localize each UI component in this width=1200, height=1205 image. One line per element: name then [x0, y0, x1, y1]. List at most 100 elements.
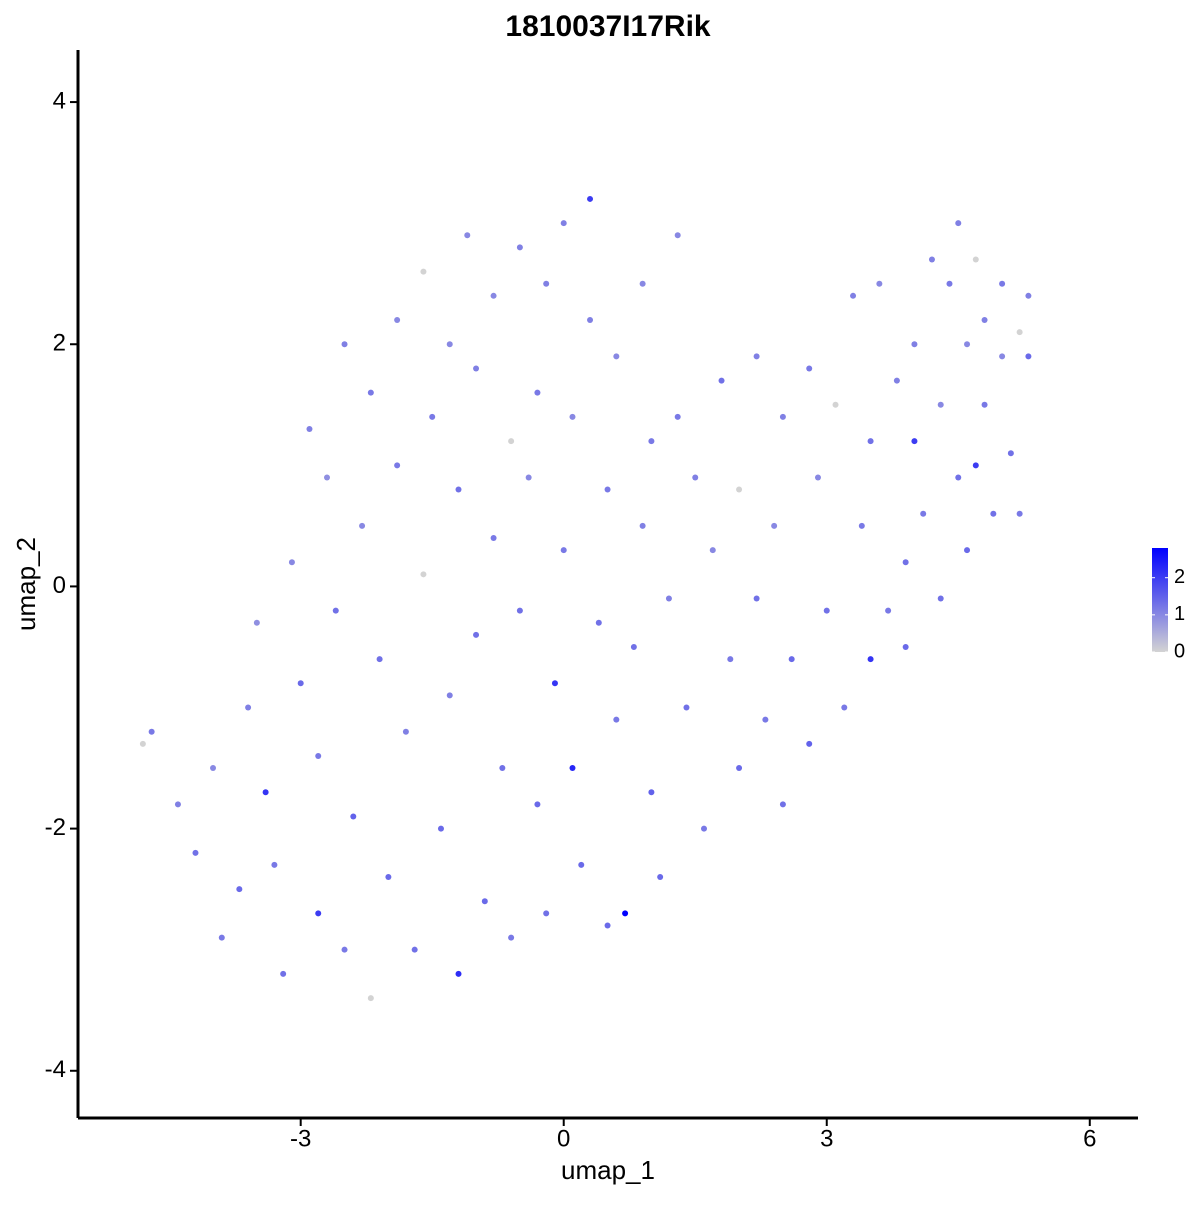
- cell-point: [394, 462, 401, 469]
- cell-point: [367, 389, 374, 396]
- cell-point: [867, 438, 874, 445]
- cell-point: [911, 341, 918, 348]
- cell-point: [543, 910, 550, 917]
- cell-point: [508, 438, 515, 445]
- cell-point: [613, 353, 620, 360]
- cell-point: [937, 401, 944, 408]
- cell-point: [779, 413, 786, 420]
- y-tick-label: 0: [53, 572, 66, 599]
- x-tick-label: 3: [820, 1125, 833, 1152]
- cell-point: [1016, 510, 1023, 517]
- cell-point: [639, 522, 646, 529]
- cell-point: [595, 619, 602, 626]
- cell-point: [665, 595, 672, 602]
- cell-point: [762, 716, 769, 723]
- cell-point: [779, 801, 786, 808]
- y-tick-label: 4: [53, 87, 66, 114]
- cell-point: [551, 680, 558, 687]
- cell-point: [701, 825, 708, 832]
- cell-point: [788, 656, 795, 663]
- cell-point: [972, 256, 979, 263]
- y-tick-label: 2: [53, 330, 66, 357]
- cell-point: [613, 716, 620, 723]
- cell-point: [648, 789, 655, 796]
- cell-point: [858, 522, 865, 529]
- cell-point: [499, 765, 506, 772]
- cell-point: [350, 813, 357, 820]
- cell-point: [964, 547, 971, 554]
- cell-point: [210, 765, 217, 772]
- cell-point: [516, 244, 523, 251]
- cell-point: [543, 280, 550, 287]
- cell-point: [367, 995, 374, 1002]
- cell-point: [569, 765, 576, 772]
- cell-point: [271, 861, 278, 868]
- y-tick-label: -4: [45, 1056, 66, 1083]
- cell-point: [218, 934, 225, 941]
- cell-point: [902, 559, 909, 566]
- color-tick-label: 1: [1174, 603, 1185, 625]
- color-tick-label: 0: [1174, 640, 1185, 662]
- cell-point: [288, 559, 295, 566]
- y-tick-label: -2: [45, 814, 66, 841]
- cell-point: [508, 934, 515, 941]
- cell-point: [850, 292, 857, 299]
- cell-point: [1016, 329, 1023, 336]
- cell-point: [174, 801, 181, 808]
- cell-point: [569, 413, 576, 420]
- cell-point: [473, 365, 480, 372]
- cell-point: [674, 232, 681, 239]
- cell-point: [718, 377, 725, 384]
- cell-point: [972, 462, 979, 469]
- cell-point: [534, 801, 541, 808]
- cell-point: [683, 704, 690, 711]
- cell-point: [394, 317, 401, 324]
- cell-point: [937, 595, 944, 602]
- cell-point: [823, 607, 830, 614]
- cell-point: [981, 401, 988, 408]
- cell-point: [455, 486, 462, 493]
- cell-point: [587, 317, 594, 324]
- cell-point: [736, 765, 743, 772]
- color-bar: [1152, 548, 1168, 652]
- cell-point: [981, 317, 988, 324]
- cell-point: [464, 232, 471, 239]
- cell-point: [341, 341, 348, 348]
- cell-point: [516, 607, 523, 614]
- cell-point: [148, 728, 155, 735]
- cell-point: [534, 389, 541, 396]
- cell-point: [1025, 353, 1032, 360]
- cell-point: [411, 946, 418, 953]
- cell-point: [604, 486, 611, 493]
- cell-point: [806, 740, 813, 747]
- cell-point: [657, 874, 664, 881]
- cell-point: [902, 643, 909, 650]
- cell-point: [1025, 292, 1032, 299]
- cell-point: [867, 656, 874, 663]
- cell-point: [709, 547, 716, 554]
- cell-point: [192, 849, 199, 856]
- cell-point: [727, 656, 734, 663]
- cell-point: [481, 898, 488, 905]
- cell-point: [604, 922, 611, 929]
- cell-point: [236, 886, 243, 893]
- cell-point: [385, 874, 392, 881]
- y-axis-title: umap_2: [11, 537, 41, 631]
- cell-point: [473, 631, 480, 638]
- cell-point: [832, 401, 839, 408]
- cell-point: [306, 426, 313, 433]
- cell-point: [315, 752, 322, 759]
- cell-point: [692, 474, 699, 481]
- cell-point: [1007, 450, 1014, 457]
- cell-point: [245, 704, 252, 711]
- cell-point: [280, 970, 287, 977]
- cell-point: [885, 607, 892, 614]
- cell-point: [420, 268, 427, 275]
- cell-point: [648, 438, 655, 445]
- x-axis-title: umap_1: [561, 1155, 655, 1185]
- cell-point: [490, 292, 497, 299]
- cell-point: [446, 692, 453, 699]
- cell-point: [446, 341, 453, 348]
- cell-point: [429, 413, 436, 420]
